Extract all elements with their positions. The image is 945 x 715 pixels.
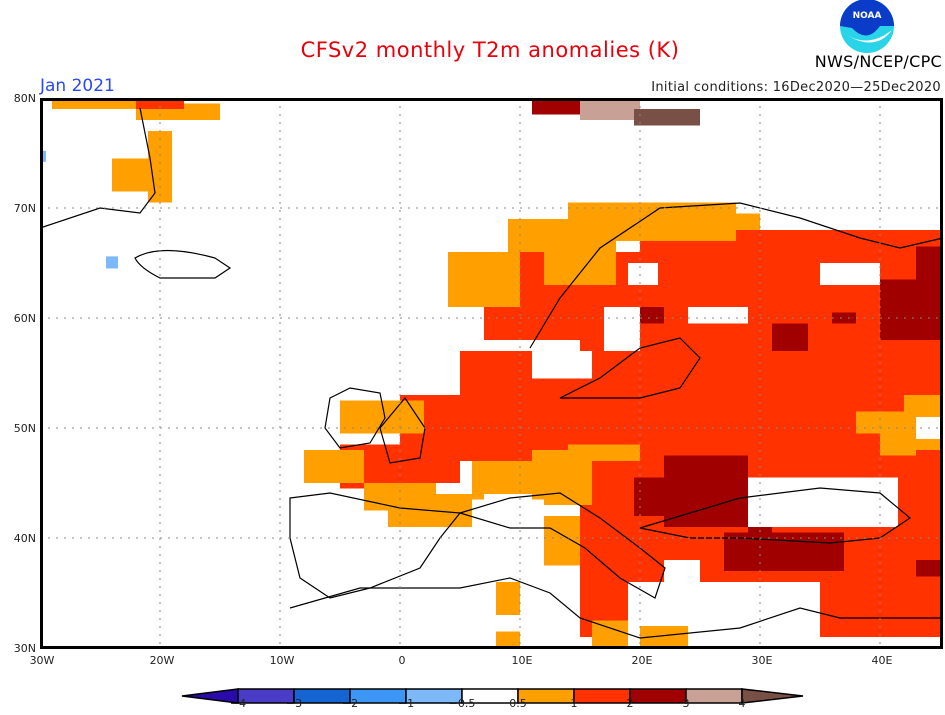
anomaly-cell	[544, 516, 580, 566]
anomaly-cell	[568, 444, 640, 461]
anomaly-cell	[106, 256, 118, 269]
anomaly-cell	[724, 532, 844, 571]
anomaly-cell	[640, 307, 664, 324]
initial-conditions: Initial conditions: 16Dec2020—25Dec2020	[651, 80, 941, 95]
anomaly-cell	[880, 279, 940, 340]
anomaly-cell	[748, 527, 772, 544]
anomaly-cell	[568, 202, 736, 241]
svg-text:NOAA: NOAA	[853, 11, 882, 21]
y-tick-60N: 60N	[13, 312, 36, 325]
x-tick-20W: 20W	[149, 654, 175, 667]
anomaly-cell	[664, 560, 700, 582]
coastline	[559, 337, 701, 399]
y-tick-70N: 70N	[13, 202, 36, 215]
anomaly-cell	[916, 246, 940, 285]
anomaly-cell	[148, 131, 172, 203]
legend-swatch	[573, 688, 631, 704]
coastline	[379, 396, 426, 464]
anomaly-cell	[604, 307, 640, 351]
anomaly-cell	[436, 483, 472, 494]
y-tick-80N: 80N	[13, 92, 36, 105]
legend-label: −2	[341, 697, 359, 710]
anomaly-cell	[448, 252, 520, 307]
coastlines	[40, 107, 943, 639]
anomaly-cell	[544, 241, 616, 285]
x-tick-40E: 40E	[871, 654, 893, 667]
anomaly-cell	[388, 505, 472, 527]
legend-label: 0.5	[509, 697, 527, 710]
legend-label: 2	[626, 697, 634, 710]
anomaly-cell	[496, 631, 520, 648]
agency-label: NWS/NCEP/CPC	[814, 52, 942, 71]
forecast-month: Jan 2021	[40, 76, 115, 96]
anomaly-cell	[820, 263, 880, 285]
anomaly-cell	[832, 312, 856, 324]
gridlines	[40, 98, 943, 649]
legend-label: 4	[738, 697, 746, 710]
coastline	[289, 577, 943, 639]
legend-label: −0.5	[448, 697, 476, 710]
anomaly-cell	[472, 499, 544, 516]
x-tick-30E: 30E	[751, 654, 773, 667]
anomaly-cell	[628, 263, 658, 285]
anomaly-cells	[40, 98, 940, 648]
anomaly-cell	[856, 411, 904, 434]
anomaly-cell	[880, 433, 916, 456]
legend-swatch	[685, 688, 743, 704]
anomaly-cell	[496, 582, 520, 615]
x-tick-30W: 30W	[29, 654, 55, 667]
anomaly-cell	[634, 109, 700, 126]
coastline	[457, 492, 666, 599]
anomaly-cell	[472, 461, 544, 494]
coastline	[639, 487, 912, 544]
legend-label: −4	[229, 697, 247, 710]
color-scale-legend	[181, 688, 804, 704]
anomaly-cell	[634, 477, 664, 516]
map-frame	[40, 98, 943, 649]
legend-swatch	[629, 688, 687, 704]
anomaly-cell	[112, 158, 148, 192]
anomaly-cell	[592, 620, 628, 648]
legend-label: 1	[570, 697, 578, 710]
anomaly-cell	[136, 98, 184, 109]
anomaly-cell	[304, 450, 364, 483]
anomaly-cell	[664, 455, 748, 527]
anomaly-cell	[532, 100, 580, 115]
anomaly-map	[40, 98, 943, 649]
legend-label: −1	[397, 697, 415, 710]
anomaly-cell	[730, 477, 898, 527]
anomaly-cell	[580, 301, 940, 637]
x-tick-10W: 10W	[269, 654, 295, 667]
anomaly-cell	[580, 98, 640, 120]
noaa-logo-icon: NOAA	[840, 0, 894, 53]
y-tick-40N: 40N	[13, 532, 36, 545]
x-tick-0: 0	[398, 654, 406, 667]
anomaly-cell	[532, 351, 592, 379]
y-tick-50N: 50N	[13, 422, 36, 435]
legend-arrow-high	[741, 688, 804, 704]
legend-label: 3	[682, 697, 690, 710]
y-tick-30N: 30N	[13, 642, 36, 655]
anomaly-cell	[916, 560, 940, 577]
coastline	[40, 107, 156, 229]
chart-title: CFSv2 monthly T2m anomalies (K)	[300, 38, 680, 62]
coastline	[324, 387, 386, 449]
anomaly-cell	[52, 98, 184, 109]
x-tick-10E: 10E	[511, 654, 533, 667]
x-tick-20E: 20E	[631, 654, 653, 667]
coastline	[134, 249, 232, 279]
anomaly-cell	[688, 307, 748, 324]
anomaly-cell	[736, 213, 760, 230]
coastline	[289, 492, 462, 599]
legend-label: −3	[285, 697, 303, 710]
coastline	[529, 202, 943, 349]
anomaly-cell	[772, 323, 808, 351]
anomaly-cell	[640, 626, 688, 648]
